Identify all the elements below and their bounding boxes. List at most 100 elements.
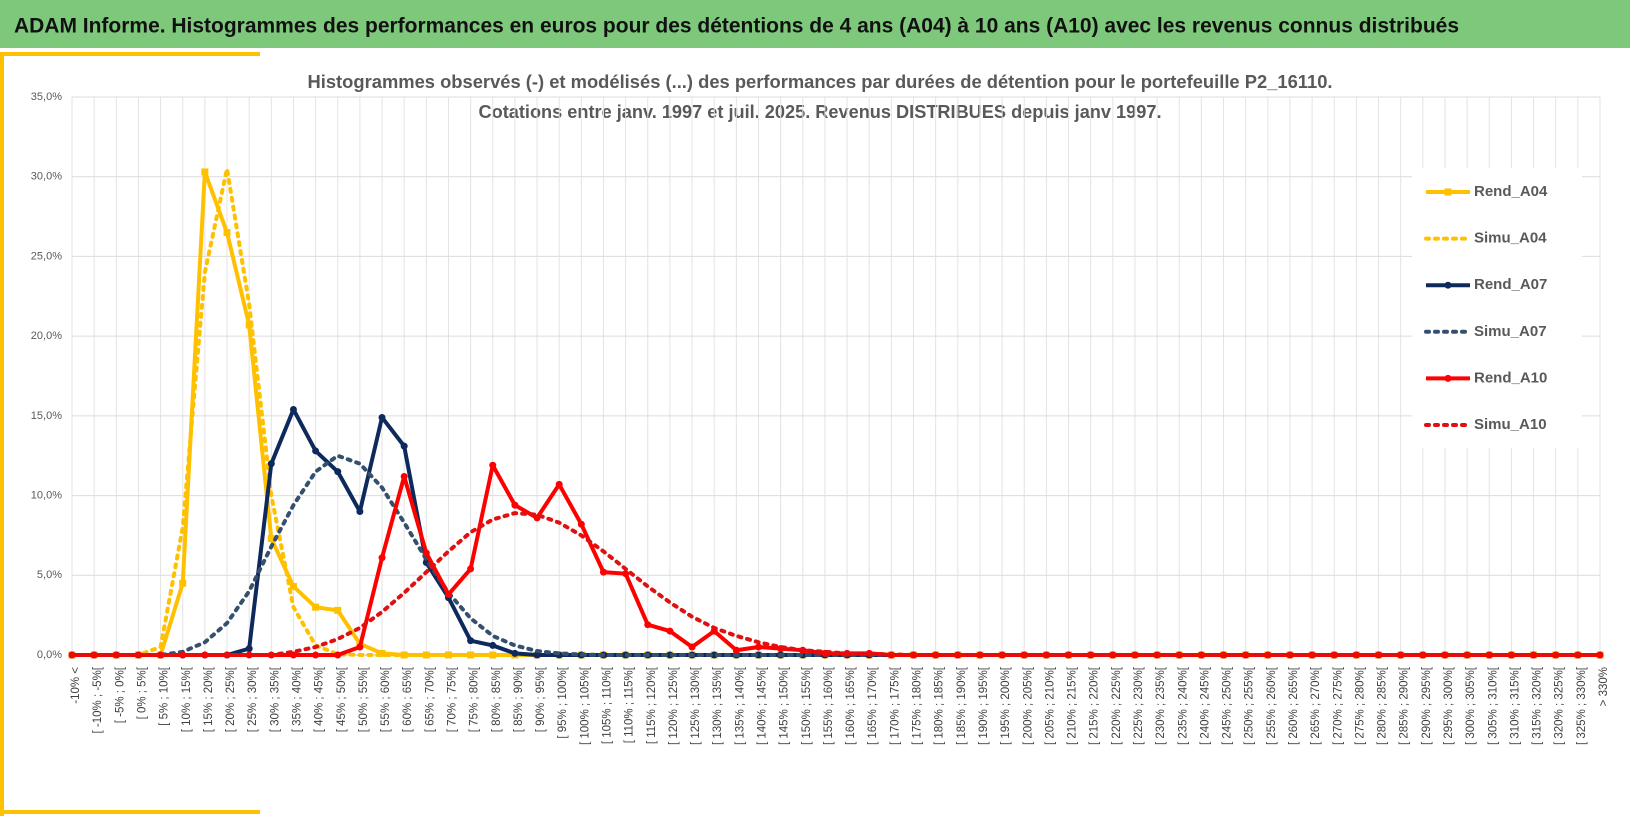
- marker: [378, 554, 386, 562]
- marker: [245, 321, 253, 329]
- x-tick-label: [ 135% ; 140%[: [734, 666, 746, 745]
- x-tick-label: [ 260% ; 265%[: [1288, 666, 1300, 745]
- marker: [223, 229, 231, 237]
- x-tick-label: [ 220% ; 225%[: [1111, 666, 1123, 745]
- marker: [467, 637, 475, 645]
- header-title: ADAM Informe. Histogrammes des performan…: [14, 15, 1459, 38]
- x-tick-label: [ 225% ; 230%[: [1133, 666, 1145, 745]
- marker: [400, 472, 408, 480]
- x-tick-label: [ 195% ; 200%[: [1000, 666, 1012, 745]
- marker: [754, 643, 762, 651]
- marker: [179, 579, 187, 587]
- x-tick-label: [ 165% ; 170%[: [867, 666, 879, 745]
- marker: [489, 641, 497, 649]
- marker: [312, 447, 320, 455]
- marker: [688, 643, 696, 651]
- x-tick-label: [ 100% ; 105%[: [579, 666, 591, 745]
- x-tick-label: [ 215% ; 220%[: [1089, 666, 1101, 745]
- legend-label: Simu_A04: [1474, 230, 1547, 247]
- marker: [444, 590, 452, 598]
- x-tick-label: -10% <: [70, 667, 82, 704]
- x-tick-label: [ 130% ; 135%[: [712, 666, 724, 745]
- series-line: [70, 166, 1602, 657]
- marker: [378, 413, 386, 421]
- marker: [334, 651, 342, 659]
- x-tick-label: [ 145% ; 150%[: [779, 666, 791, 745]
- x-tick-label: [ 140% ; 145%[: [757, 666, 769, 745]
- series-line: [72, 407, 1600, 657]
- y-tick-label: 20,0%: [31, 330, 62, 342]
- x-tick-label: [ 20% ; 25%[: [225, 666, 237, 732]
- x-tick-label: [ 280% ; 285%[: [1377, 666, 1389, 745]
- y-tick-label: 30,0%: [31, 171, 62, 183]
- x-tick-label: [ 0% ; 5%[: [136, 666, 148, 719]
- x-tick-label: [ 205% ; 210%[: [1044, 666, 1056, 745]
- legend-box: [1412, 168, 1582, 448]
- marker: [511, 649, 519, 657]
- x-tick-label: [ 320% ; 325%[: [1554, 666, 1566, 745]
- marker: [533, 651, 541, 659]
- marker: [422, 549, 430, 557]
- x-tick-label: [ 110% ; 115%[: [624, 666, 636, 743]
- marker: [467, 565, 475, 573]
- x-tick-label: [ 15% ; 20%[: [203, 666, 215, 732]
- x-tick-label: [ 95% ; 100%[: [557, 666, 569, 738]
- marker: [666, 627, 674, 635]
- frame-accent: [0, 810, 260, 814]
- x-tick-label: [ -5% ; 0%[: [114, 666, 126, 723]
- x-tick-label: [ 170% ; 175%[: [889, 666, 901, 745]
- marker: [511, 501, 519, 509]
- x-tick-label: [ 45% ; 50%[: [336, 666, 348, 732]
- marker: [1441, 651, 1449, 659]
- x-tick-label: [ 270% ; 275%[: [1332, 666, 1344, 745]
- x-tick-label: [ 115% ; 120%[: [646, 666, 658, 744]
- x-tick-label: [ 245% ; 250%[: [1222, 666, 1234, 745]
- x-tick-label: [ 90% ; 95%[: [535, 666, 547, 732]
- x-tick-label: [ 250% ; 255%[: [1244, 666, 1256, 745]
- series-line: [70, 453, 1602, 657]
- legend-label: Rend_A04: [1474, 183, 1548, 200]
- x-tick-label: [ 70% ; 75%[: [446, 666, 458, 732]
- x-tick-label: [ 290% ; 295%[: [1421, 666, 1433, 745]
- marker: [489, 461, 497, 469]
- legend-label: Rend_A10: [1474, 369, 1547, 386]
- marker: [267, 535, 275, 543]
- x-tick-label: [ 120% ; 125%[: [668, 666, 680, 745]
- x-tick-label: [ -10% ; -5%[: [92, 666, 104, 733]
- x-tick-label: [ 235% ; 240%[: [1177, 666, 1189, 745]
- x-tick-label: [ 315% ; 320%[: [1532, 666, 1544, 745]
- x-tick-label: [ 5% ; 10%[: [159, 666, 171, 726]
- x-tick-label: [ 185% ; 190%[: [956, 666, 968, 745]
- marker: [599, 568, 607, 576]
- x-tick-label: [ 30% ; 35%[: [269, 666, 281, 732]
- x-tick-label: > 330%: [1598, 667, 1610, 706]
- x-tick-label: [ 65% ; 70%[: [424, 666, 436, 732]
- series-line: [72, 169, 1600, 657]
- marker: [555, 480, 563, 488]
- marker: [622, 570, 630, 578]
- chart-subtitle: Cotations entre janv. 1997 et juil. 2025…: [479, 102, 1162, 122]
- marker: [289, 582, 297, 590]
- x-tick-label: [ 240% ; 245%[: [1199, 666, 1211, 745]
- marker: [378, 649, 386, 657]
- x-tick-label: [ 325% ; 330%[: [1576, 666, 1588, 745]
- x-tick-label: [ 285% ; 290%[: [1399, 666, 1411, 745]
- x-tick-label: [ 80% ; 85%[: [491, 666, 503, 732]
- marker: [577, 520, 585, 528]
- legend-label: Simu_A07: [1474, 323, 1547, 340]
- x-tick-label: [ 160% ; 165%[: [845, 666, 857, 745]
- x-tick-label: [ 265% ; 270%[: [1310, 666, 1322, 745]
- marker: [400, 442, 408, 450]
- legend-marker: [1444, 188, 1452, 196]
- x-tick-label: [ 85% ; 90%[: [513, 666, 525, 732]
- y-tick-label: 15,0%: [31, 410, 62, 422]
- legend-label: Simu_A10: [1474, 416, 1547, 433]
- marker: [732, 646, 740, 654]
- series-line: [70, 511, 1602, 657]
- x-tick-label: [ 155% ; 160%[: [823, 666, 835, 745]
- y-tick-label: 0,0%: [37, 649, 62, 661]
- x-tick-label: [ 175% ; 180%[: [912, 666, 924, 745]
- legend-label: Rend_A07: [1474, 276, 1547, 293]
- marker: [267, 460, 275, 468]
- chart-title: Histogrammes observés (-) et modélisés (…: [308, 72, 1333, 92]
